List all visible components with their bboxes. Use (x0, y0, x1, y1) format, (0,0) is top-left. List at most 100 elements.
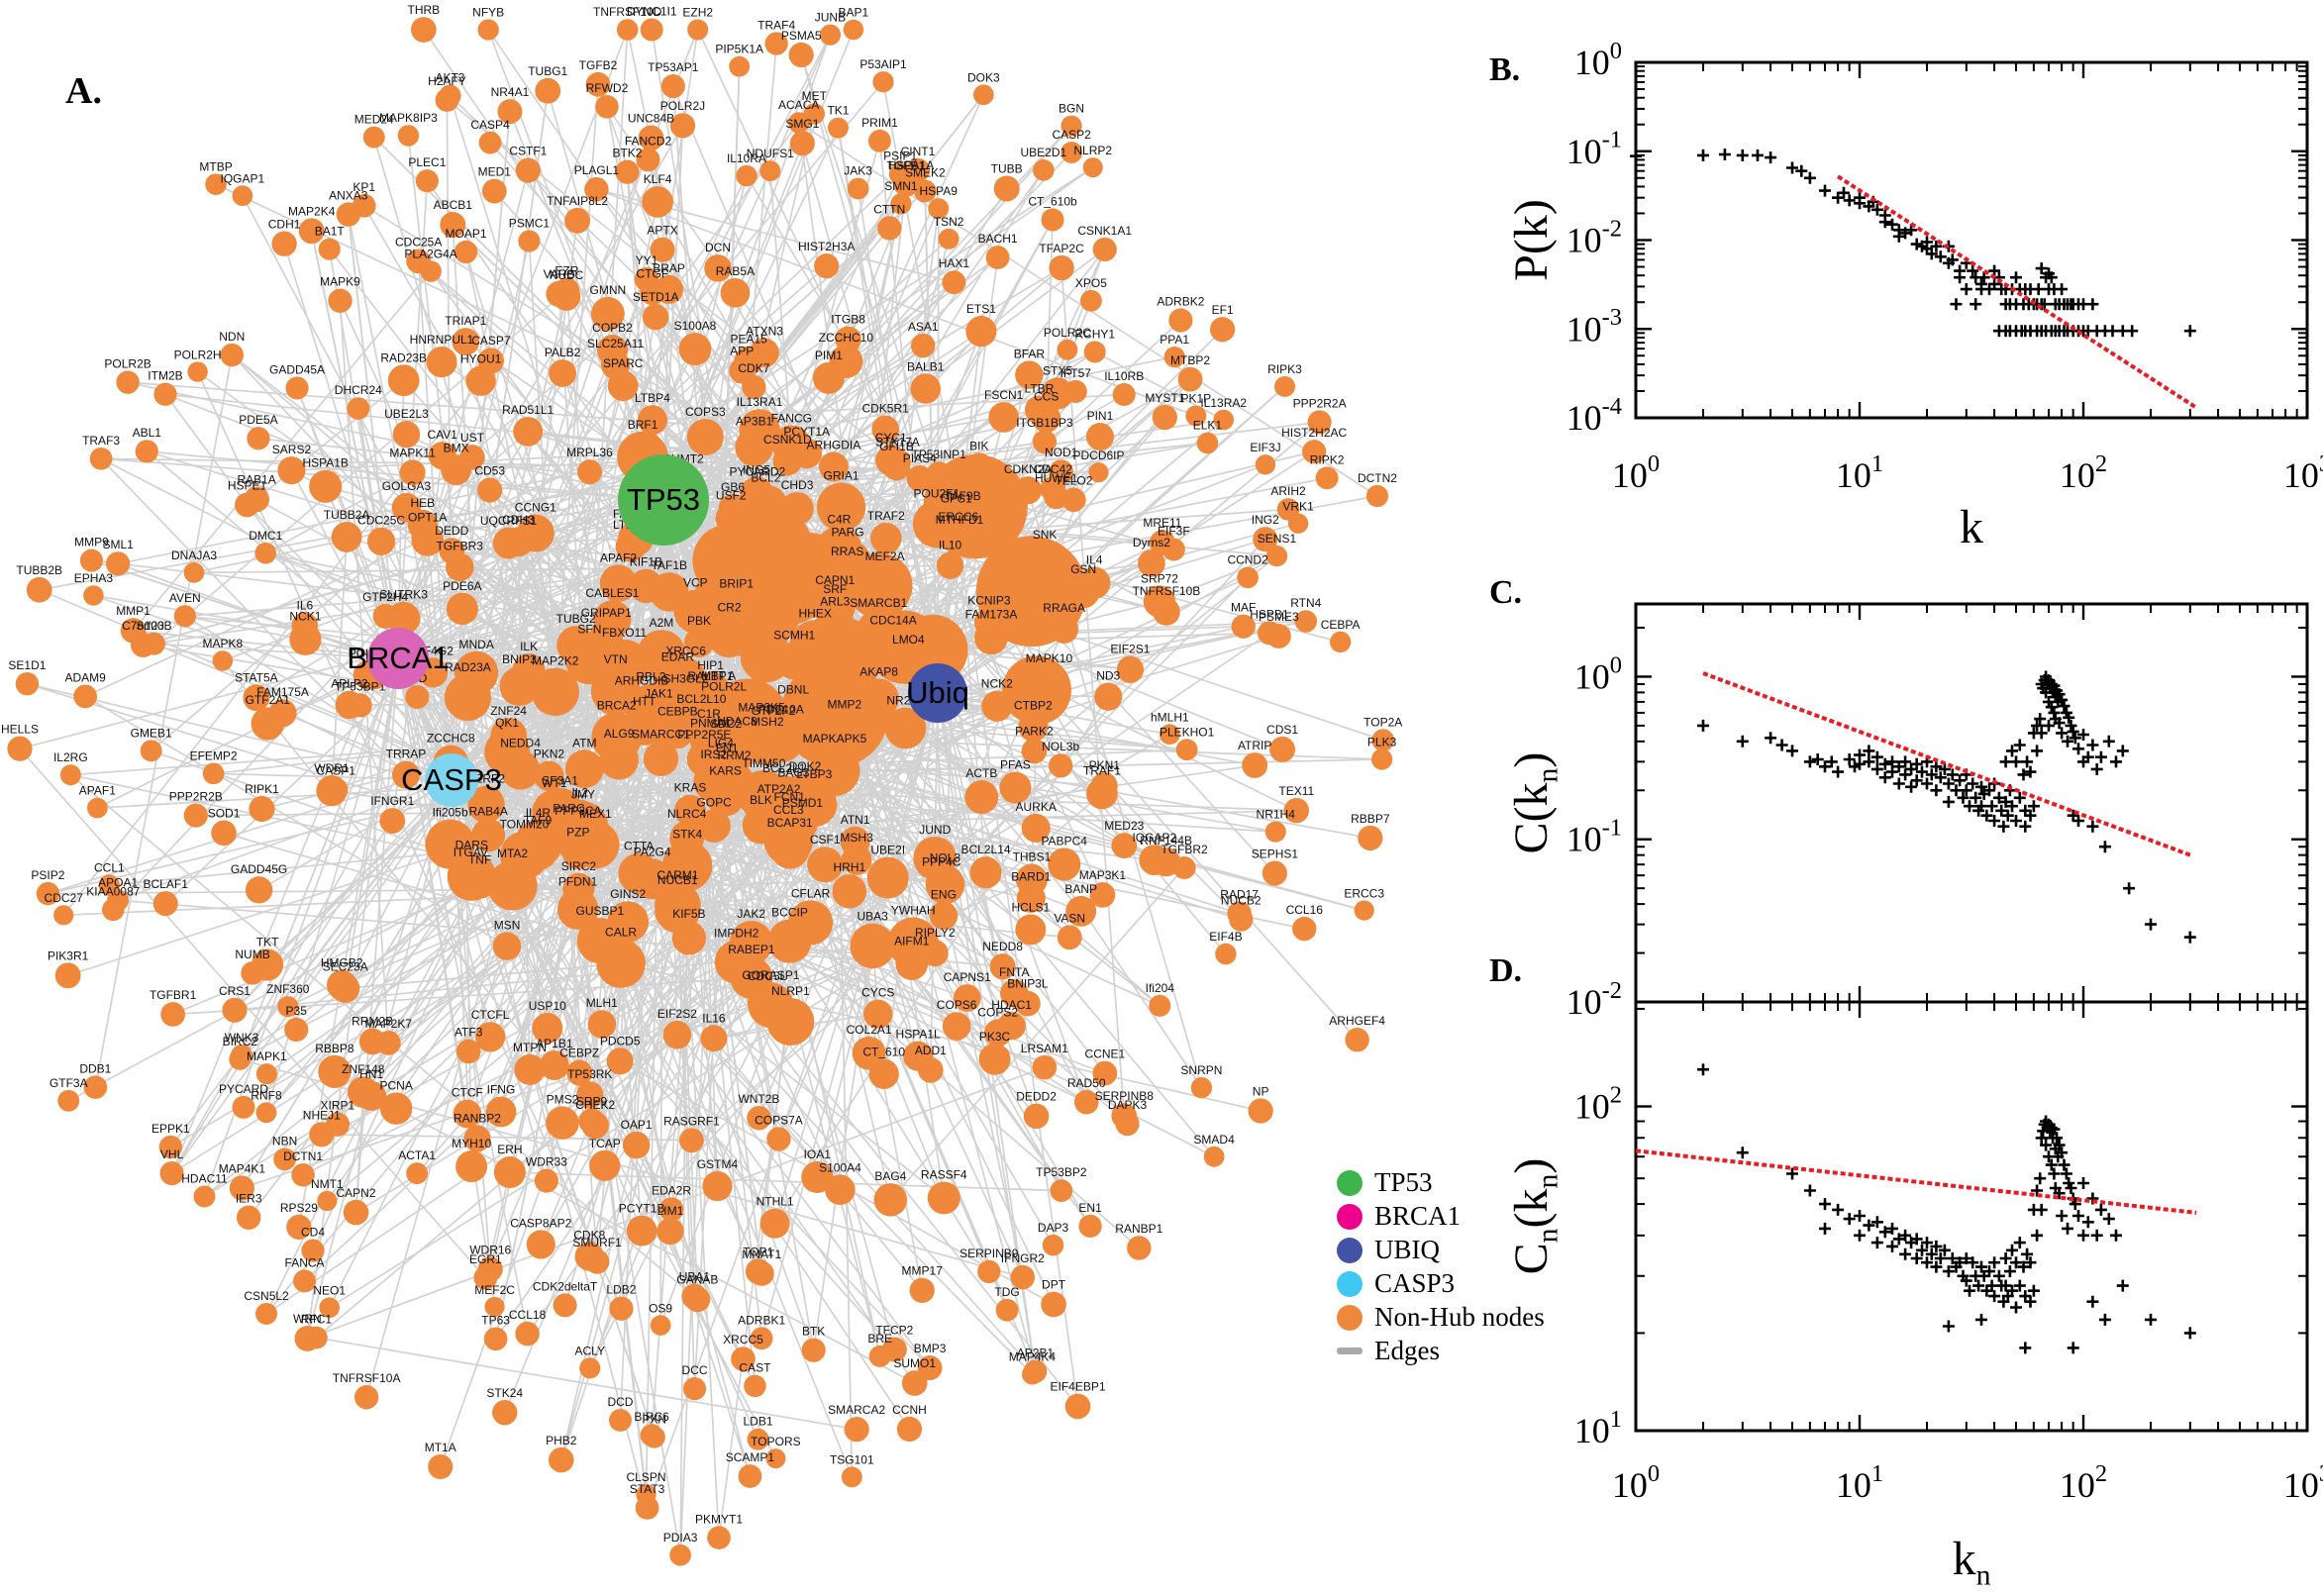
network-node (515, 1321, 540, 1347)
network-node (255, 1102, 277, 1124)
network-node-label: WRN (293, 1312, 322, 1326)
network-node (997, 1011, 1026, 1041)
network-node-label: SCMH1 (773, 629, 815, 643)
network-node-label: EGR1 (469, 1252, 502, 1266)
network-node-label: CEBPA (1321, 618, 1361, 632)
network-node (599, 740, 639, 780)
network-node (236, 1205, 261, 1230)
network-node-label: COPS2 (977, 1005, 1018, 1019)
network-node (789, 131, 815, 156)
network-node (1078, 1214, 1102, 1239)
network-node-label: GSTM4 (697, 1157, 739, 1171)
network-node-label: TGFB1 (887, 159, 926, 173)
network-node (446, 592, 478, 626)
network-node-label: TDG (994, 1285, 1019, 1299)
network-node-label: MT1A (425, 1441, 456, 1454)
network-node (989, 953, 1016, 980)
network-node-label: GRIA1 (824, 469, 859, 483)
network-node-label: PK3C (979, 1030, 1011, 1044)
network-node (622, 1131, 651, 1159)
network-node-label: KIF1B (630, 555, 662, 569)
network-node (1015, 990, 1041, 1017)
network-node-label: TNF (468, 852, 491, 866)
network-node (405, 685, 430, 710)
network-node (759, 1208, 790, 1239)
network-node (1177, 366, 1203, 392)
network-node-label: SNRPN (1180, 1063, 1222, 1077)
network-node-label: LTBR (1025, 382, 1055, 396)
network-node-label: PIM1 (815, 349, 843, 362)
network-node-label: ACACA (778, 98, 819, 112)
tick-label: 100 (1612, 1460, 1660, 1505)
network-node-label: CSTF1 (509, 144, 547, 157)
scatter-points (1630, 149, 2196, 338)
network-node (463, 1125, 491, 1152)
network-node-label: CSF1 (810, 833, 841, 847)
network-node-label: MAP4K4 (1009, 1350, 1057, 1364)
network-node-label: PYCARD2 (729, 464, 785, 478)
network-node (999, 771, 1032, 804)
network-node-label: VASN (1054, 911, 1085, 925)
network-node-label: ENG (931, 888, 957, 902)
network-node (379, 1092, 413, 1125)
network-node-label: DARS (455, 839, 488, 852)
network-node (744, 1374, 766, 1398)
network-node-label: NEDD4 (500, 737, 541, 750)
network-node-label: CABLES1 (585, 586, 639, 600)
network-node (587, 1010, 617, 1039)
network-node-label: NEDD8 (982, 940, 1023, 953)
network-node-label: LDB1 (744, 1415, 773, 1429)
network-node-label: TFCP2 (875, 1323, 913, 1337)
network-node-label: ATM (572, 736, 596, 749)
tick-label: 10-2 (1566, 215, 1622, 259)
network-node-label: IL4 (1086, 553, 1103, 567)
network-node (232, 1095, 255, 1119)
network-node (293, 1269, 317, 1293)
network-node (944, 527, 974, 557)
network-node (1060, 115, 1082, 137)
network-node-label: RAD17 (1220, 887, 1259, 901)
network-node-label: CDK2deltaT (533, 1279, 598, 1293)
network-node (247, 427, 270, 450)
network-node-label: CD53 (474, 463, 505, 477)
hub-node-tp53 (618, 454, 709, 546)
network-node (765, 1448, 786, 1469)
network-node (942, 1012, 971, 1041)
network-node-label: HNRNPUL1 (410, 333, 474, 347)
network-node-label: DCD (607, 1395, 633, 1409)
network-node (477, 477, 503, 503)
network-node-label: DNAJA3 (171, 549, 217, 562)
network-node (1073, 1089, 1099, 1115)
network-node (459, 445, 485, 470)
network-node (840, 826, 870, 856)
network-node (1015, 914, 1047, 946)
network-node-label: ITGB8 (831, 313, 865, 327)
network-node-label: MAPKAPK5 (803, 732, 867, 746)
network-node-label: TOMM20 (500, 817, 550, 831)
network-node-label: MNDA (458, 638, 493, 651)
network-node-label: CTCF (452, 1086, 483, 1100)
network-node (881, 1337, 907, 1362)
network-node (720, 277, 751, 308)
network-node (816, 482, 866, 532)
network-node (452, 328, 480, 355)
network-node-label: MMP9 (74, 536, 109, 549)
network-node-label: Ifi204 (1146, 981, 1175, 995)
network-node-label: BRF1 (628, 418, 658, 432)
network-node (682, 1377, 707, 1401)
network-node (497, 99, 523, 125)
network-node-label: MSH3 (840, 831, 873, 845)
network-node (877, 627, 909, 659)
network-node-label: ITGAV (454, 846, 488, 859)
network-node-label: PARK2 (1015, 725, 1054, 739)
non-hub-nodes (7, 17, 1395, 1566)
network-node (1083, 341, 1106, 363)
network-node-label: BCL2L10 (676, 692, 726, 706)
network-node-label: CDK7 (738, 361, 769, 375)
network-node-label: TP53INP1 (911, 448, 966, 461)
network-node-label: RAB1A (237, 472, 275, 486)
network-node-label: JUND (919, 823, 951, 837)
network-node (905, 157, 931, 183)
network-node (15, 671, 40, 696)
network-node-label: MED1 (478, 165, 512, 179)
